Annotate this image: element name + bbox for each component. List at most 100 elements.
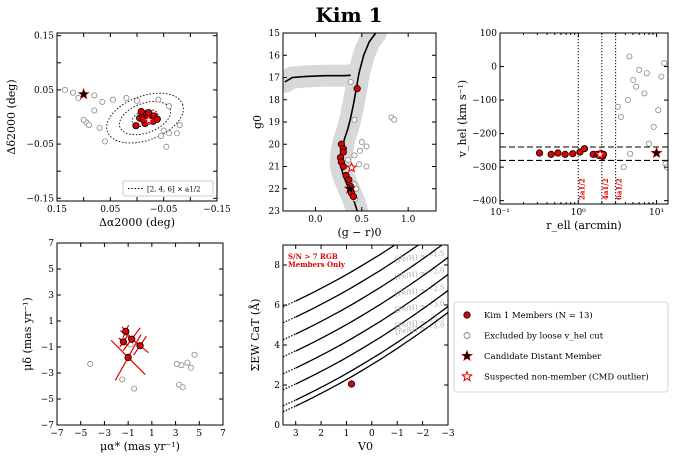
iso-feh-extension xyxy=(283,399,296,407)
candidate-star xyxy=(77,87,90,100)
excluded-point xyxy=(617,113,624,120)
excluded-point xyxy=(176,122,183,129)
excluded-point xyxy=(645,140,652,147)
outlier-star xyxy=(594,148,606,160)
x-axis-label: μα* (mas yr⁻¹) xyxy=(100,440,180,453)
iso-feh-line xyxy=(295,289,448,385)
y-tick-label: 23 xyxy=(269,207,281,217)
plot-frame xyxy=(499,32,669,205)
iso-feh-line xyxy=(295,245,397,302)
data-points xyxy=(535,53,668,171)
y-tick-label: −7 xyxy=(41,421,55,431)
x-tick-label: 7 xyxy=(220,429,226,439)
panel-spatial: 0.15 0.05 −0.05 −0.15 −0.15 −0.05 0.05 0.15 Δα20… xyxy=(5,32,231,229)
member-point xyxy=(554,149,562,157)
y-axis-label: v_hel (km s⁻¹) xyxy=(456,80,469,158)
excluded-point xyxy=(165,103,172,110)
excluded-point xyxy=(658,73,665,80)
error-bars xyxy=(110,324,149,381)
figure-title: Kim 1 xyxy=(315,3,382,27)
excluded-point xyxy=(62,86,69,93)
excluded-point xyxy=(363,143,370,150)
legend-box xyxy=(453,301,669,393)
y-tick-label: 15 xyxy=(269,29,281,39)
excluded-point xyxy=(636,66,643,73)
legend-outlier-marker xyxy=(460,370,474,382)
y-tick-label: −5 xyxy=(41,395,55,405)
x-tick-label: −1 xyxy=(122,429,135,439)
excluded-point xyxy=(633,83,640,90)
data-points xyxy=(62,86,183,150)
x-tick-label: −3 xyxy=(98,429,112,439)
excluded-point xyxy=(614,103,621,110)
y-tick-label: −100 xyxy=(472,96,497,106)
iso-feh-extension xyxy=(283,316,296,324)
plot-frame xyxy=(282,244,449,426)
member-point xyxy=(345,176,353,184)
x-tick-label: −2 xyxy=(416,429,429,439)
excluded-point xyxy=(119,376,126,383)
x-tick-label: 10⁰ xyxy=(571,208,586,218)
excluded-point xyxy=(179,384,186,391)
excluded-point xyxy=(173,130,180,137)
y-tick-label: −0.05 xyxy=(26,140,54,150)
iso-feh-label: [Fe/H] = −1.5 xyxy=(395,249,445,264)
x-tick-label: 1 xyxy=(344,429,350,439)
x-axis-label: r_ell (arcmin) xyxy=(546,219,621,232)
panel-proper-motion: −7 −5 −3 −1 1 3 5 7 −7 −5 −3 −1 1 3 5 7 μα* (mas yr⁻¹) μδ… xyxy=(21,239,226,453)
excluded-point xyxy=(187,364,194,371)
x-tick-label: 3 xyxy=(293,429,299,439)
excluded-point xyxy=(184,359,191,366)
x-tick-label: 1.0 xyxy=(401,215,416,225)
iso-feh-line xyxy=(295,256,448,352)
y-axis-label: ΣEW CaT (Å) xyxy=(248,299,262,372)
iso-feh-line xyxy=(295,273,448,369)
iso-feh-extension xyxy=(283,300,296,308)
radius-line-label: 4a1/2 xyxy=(601,178,610,200)
y-tick-label: −400 xyxy=(472,197,497,207)
excluded-point xyxy=(641,90,648,97)
data-points xyxy=(336,78,398,202)
legend-excluded-marker xyxy=(463,332,471,339)
excluded-point xyxy=(91,92,98,99)
member-point xyxy=(122,327,130,335)
y-tick-label: 6 xyxy=(274,301,280,311)
y-tick-label: −1 xyxy=(41,343,54,353)
excluded-point xyxy=(75,95,82,102)
iso-feh-line xyxy=(295,305,448,401)
excluded-point xyxy=(160,127,167,134)
data-points xyxy=(347,380,356,388)
legend-member-marker xyxy=(463,311,471,319)
excluded-point xyxy=(356,147,363,154)
member-point xyxy=(137,107,145,116)
x-axis-label: (g − r)0 xyxy=(337,226,381,239)
ellipse-legend-box xyxy=(122,180,214,197)
excluded-point xyxy=(123,95,130,102)
y-tick-label: 3 xyxy=(48,291,54,301)
iso-feh-label: [Fe/H] = −2.0 xyxy=(395,266,445,281)
excluded-point xyxy=(627,150,634,157)
member-point xyxy=(353,85,361,93)
y-tick-label: −200 xyxy=(472,130,497,140)
isochrone-layer xyxy=(283,33,387,211)
x-tick-label: −5 xyxy=(74,429,88,439)
excluded-point xyxy=(650,123,657,130)
excluded-point xyxy=(620,164,627,171)
excluded-point xyxy=(99,98,106,105)
y-tick-label: 18 xyxy=(269,96,281,106)
x-axis-label: Δα2000 (deg) xyxy=(99,216,175,229)
y-tick-label: 19 xyxy=(269,118,281,128)
member-point xyxy=(580,145,589,153)
radius-line-label: 6a1/2 xyxy=(615,178,624,200)
x-tick-label: −1 xyxy=(391,429,404,439)
radius-line-label: 2a1/2 xyxy=(577,178,586,200)
y-tick-label: 20 xyxy=(269,140,281,150)
member-point xyxy=(339,162,347,171)
excluded-point xyxy=(191,351,198,358)
excluded-point xyxy=(70,89,77,96)
y-axis-label: μδ (mas yr⁻¹) xyxy=(21,297,34,371)
iso-feh-extension xyxy=(283,367,296,375)
hb-line xyxy=(284,74,351,83)
iso-feh-extension xyxy=(283,350,296,358)
